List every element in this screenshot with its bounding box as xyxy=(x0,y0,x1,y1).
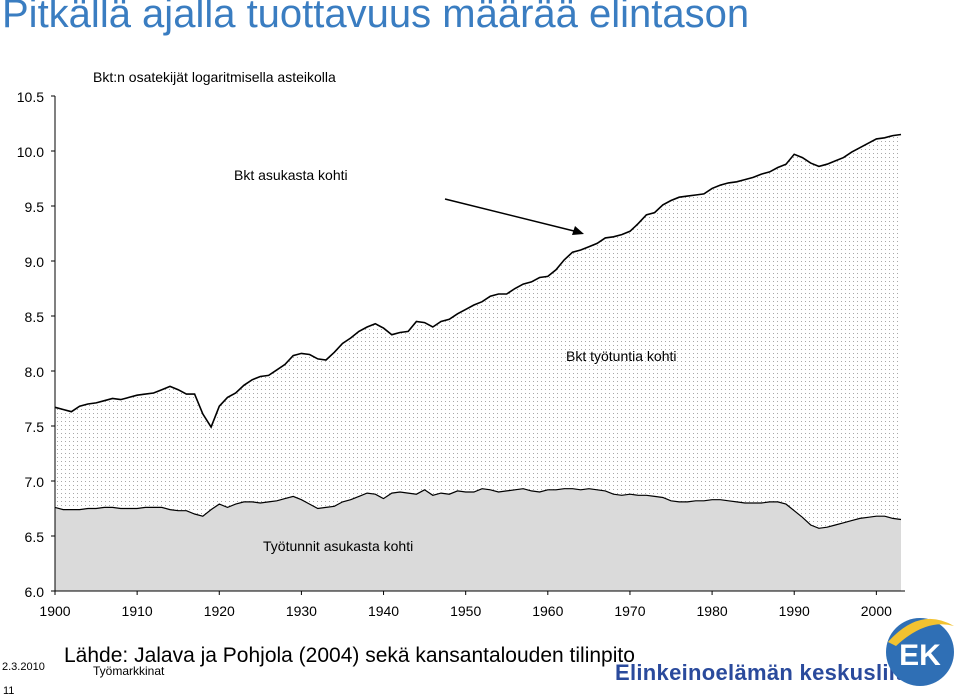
x-tick-label: 2000 xyxy=(861,603,892,619)
footer-date: 2.3.2010 xyxy=(2,661,45,673)
ek-logo: EK xyxy=(886,618,954,686)
x-tick-label: 1930 xyxy=(286,603,317,619)
logo-text: EK xyxy=(899,639,941,672)
annotation-label: Työtunnit asukasta kohti xyxy=(263,538,413,554)
annotation-label: Bkt työtuntia kohti xyxy=(566,348,677,364)
logo-swoosh xyxy=(888,618,954,646)
x-tick-label: 1970 xyxy=(614,603,645,619)
y-tick-label: 6.5 xyxy=(25,529,45,545)
annotation-label: Bkt asukasta kohti xyxy=(234,167,348,183)
source-note: Lähde: Jalava ja Pohjola (2004) sekä kan… xyxy=(64,644,635,667)
page-number: 11 xyxy=(3,685,15,697)
x-tick-label: 1990 xyxy=(779,603,810,619)
y-tick-label: 8.0 xyxy=(25,364,45,380)
y-tick-label: 8.5 xyxy=(25,309,45,325)
y-tick-label: 7.0 xyxy=(25,474,45,490)
x-tick-label: 1920 xyxy=(204,603,235,619)
page-title: Pitkällä ajalla tuottavuus määrää elinta… xyxy=(2,0,750,36)
y-tick-label: 9.0 xyxy=(25,254,45,270)
x-tick-label: 1980 xyxy=(697,603,728,619)
y-tick-label: 7.5 xyxy=(25,419,45,435)
brand-name: Elinkeinoelämän keskusliitto xyxy=(615,660,925,685)
area-hours-per-capita xyxy=(55,488,901,591)
x-tick-label: 1950 xyxy=(450,603,481,619)
x-tick-label: 1910 xyxy=(122,603,153,619)
series-line-hours-per-capita xyxy=(54,488,902,529)
footer-category: Työmarkkinat xyxy=(93,664,165,678)
y-tick-label: 10.5 xyxy=(17,89,44,105)
area-productivity xyxy=(55,134,901,529)
x-tick-label: 1960 xyxy=(532,603,563,619)
series-line-gdp-per-capita xyxy=(54,133,902,429)
annotation-arrow-head xyxy=(572,226,584,235)
y-tick-label: 6.0 xyxy=(25,584,45,600)
x-tick-label: 1940 xyxy=(368,603,399,619)
x-tick-label: 1900 xyxy=(39,603,70,619)
gdp-components-chart: 6.0 6.5 7.0 7.5 8.0 8.5 9.0 9.5 10.0 10.5 1900 1910… xyxy=(17,69,905,619)
y-tick-label: 10.0 xyxy=(17,144,44,160)
y-tick-label: 9.5 xyxy=(25,199,45,215)
chart-title: Bkt:n osatekijät logaritmisella asteikol… xyxy=(93,69,336,85)
annotation-arrow-line xyxy=(444,198,579,233)
